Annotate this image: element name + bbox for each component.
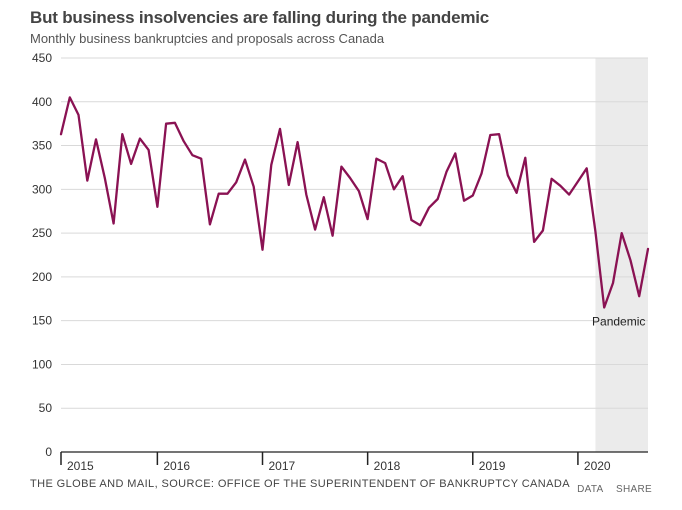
data-point — [296, 140, 300, 144]
y-tick-label: 400 — [32, 95, 52, 109]
y-tick-label: 250 — [32, 226, 52, 240]
data-point — [462, 199, 466, 203]
data-point — [190, 153, 194, 157]
data-point — [68, 95, 72, 99]
data-point — [225, 192, 229, 196]
data-point — [348, 176, 352, 180]
data-point — [646, 247, 650, 251]
data-point — [261, 248, 265, 252]
data-point — [103, 176, 107, 180]
data-point — [444, 170, 448, 174]
data-point — [418, 223, 422, 227]
data-point — [436, 197, 440, 201]
data-point — [357, 189, 361, 193]
data-point — [243, 158, 247, 162]
data-point — [611, 281, 615, 285]
data-point — [550, 177, 554, 181]
footer-links: DATA SHARE — [567, 484, 652, 495]
data-point — [155, 205, 159, 209]
data-point — [637, 294, 641, 298]
data-point — [620, 231, 624, 235]
data-point — [374, 157, 378, 161]
data-point — [304, 193, 308, 197]
data-point — [59, 132, 63, 136]
data-point — [427, 206, 431, 210]
data-link[interactable]: DATA — [577, 484, 603, 495]
data-point — [558, 184, 562, 188]
data-point — [366, 217, 370, 221]
y-tick-label: 200 — [32, 270, 52, 284]
y-tick-label: 0 — [45, 445, 52, 459]
data-point — [94, 137, 98, 141]
data-point — [217, 192, 221, 196]
data-point — [182, 139, 186, 143]
chart-title: But business insolvencies are falling du… — [30, 8, 490, 27]
data-point — [339, 165, 343, 169]
data-point — [322, 195, 326, 199]
data-point — [129, 162, 133, 166]
data-point — [164, 122, 168, 126]
data-point — [515, 191, 519, 195]
data-series-line — [59, 96, 650, 309]
x-tick-label: 2016 — [163, 459, 190, 470]
data-point — [383, 161, 387, 165]
data-point — [409, 218, 413, 222]
y-tick-label: 100 — [32, 357, 52, 371]
data-point — [602, 306, 606, 310]
data-point — [532, 240, 536, 244]
data-point — [497, 132, 501, 136]
y-tick-label: 50 — [39, 401, 53, 415]
y-tick-label: 150 — [32, 314, 52, 328]
data-point — [506, 173, 510, 177]
data-point — [147, 148, 151, 152]
data-point — [77, 113, 81, 117]
x-tick-label: 2018 — [374, 459, 401, 470]
data-point — [471, 193, 475, 197]
data-point — [585, 166, 589, 170]
data-point — [269, 163, 273, 167]
data-point — [401, 174, 405, 178]
data-point — [488, 133, 492, 137]
x-tick-label: 2017 — [269, 459, 296, 470]
y-tick-label: 450 — [32, 51, 52, 65]
data-point — [313, 228, 317, 232]
line-chart: 0 50 100 150 200 250 300 350 400 450 2015 2016 2017 2… — [32, 51, 650, 470]
data-point — [252, 185, 256, 189]
source-credit: THE GLOBE AND MAIL, SOURCE: OFFICE OF TH… — [30, 478, 570, 490]
data-point — [278, 127, 282, 131]
data-point — [331, 234, 335, 238]
data-point — [208, 222, 212, 226]
data-point — [199, 157, 203, 161]
data-point — [85, 179, 89, 183]
data-point — [287, 183, 291, 187]
x-tick-label: 2015 — [67, 459, 94, 470]
data-point — [593, 229, 597, 233]
share-link[interactable]: SHARE — [616, 484, 652, 495]
data-point — [234, 180, 238, 184]
x-tick-label: 2020 — [584, 459, 611, 470]
chart-subtitle: Monthly business bankruptcies and propos… — [30, 31, 385, 46]
data-point — [480, 172, 484, 176]
pandemic-shaded-region — [595, 58, 648, 452]
data-point — [392, 187, 396, 191]
data-point — [567, 193, 571, 197]
pandemic-annotation: Pandemic — [592, 314, 645, 328]
data-point — [628, 258, 632, 262]
data-point — [120, 132, 124, 136]
data-point — [453, 151, 457, 155]
y-tick-label: 300 — [32, 182, 52, 196]
data-point — [523, 156, 527, 160]
data-point — [576, 179, 580, 183]
data-point — [541, 228, 545, 232]
x-tick-label: 2019 — [479, 459, 506, 470]
data-point — [173, 121, 177, 125]
data-point — [112, 221, 116, 225]
y-tick-label: 350 — [32, 139, 52, 153]
data-point — [138, 137, 142, 141]
